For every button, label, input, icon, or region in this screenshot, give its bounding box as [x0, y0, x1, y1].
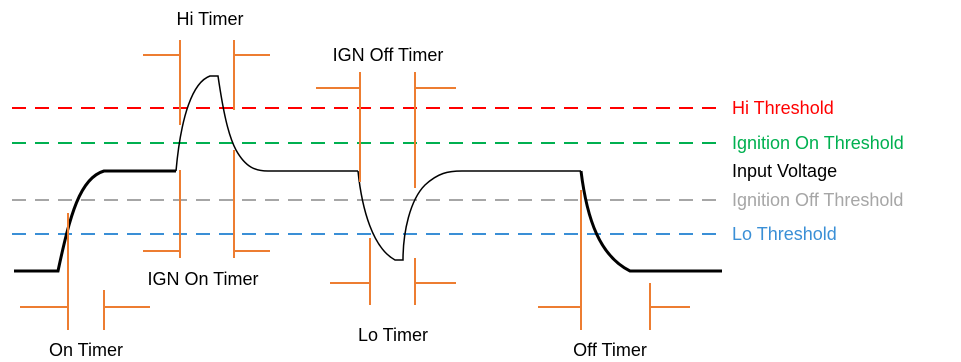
ign-off-timer-label: IGN Off Timer	[333, 45, 444, 65]
input-voltage-signal	[14, 75, 722, 273]
lo-threshold-label: Lo Threshold	[732, 224, 837, 244]
lo-timer-label: Lo Timer	[358, 325, 428, 345]
off-timer-label: Off Timer	[573, 340, 647, 360]
on-timer-label: On Timer	[49, 340, 123, 360]
ign-off-timer-marker	[316, 72, 456, 188]
hi-timer-label: Hi Timer	[177, 9, 244, 29]
hi-timer-marker	[143, 40, 270, 125]
ign-off-threshold-label: Ignition Off Threshold	[732, 190, 903, 210]
ign-on-timer-label: IGN On Timer	[147, 269, 258, 289]
ign-on-threshold-label: Ignition On Threshold	[732, 133, 904, 153]
off-timer-marker	[538, 190, 690, 330]
signal-segment-rise	[14, 169, 176, 273]
timer-markers	[20, 40, 690, 330]
input-voltage-label: Input Voltage	[732, 161, 837, 181]
signal-segment-dip	[357, 170, 581, 261]
on-timer-marker	[20, 213, 150, 330]
ign-on-timer-marker	[143, 150, 270, 258]
signal-segment-spike	[175, 75, 358, 172]
hi-threshold-label: Hi Threshold	[732, 98, 834, 118]
lo-timer-marker	[330, 238, 456, 305]
signal-segment-fall	[579, 170, 722, 273]
